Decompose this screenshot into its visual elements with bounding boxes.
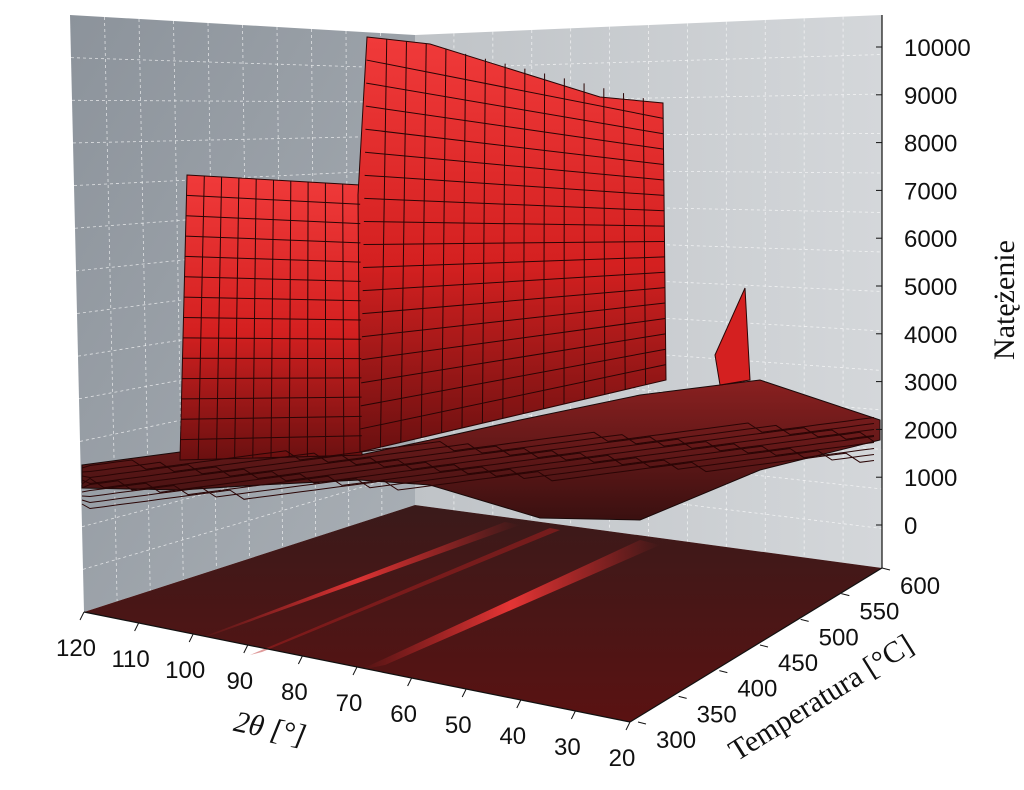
x-tick-label: 100 <box>165 657 205 684</box>
z-tick-label: 4000 <box>904 322 957 349</box>
y-tick-mark <box>679 696 687 698</box>
x-tick-mark <box>189 634 193 642</box>
x-tick-mark <box>626 722 630 730</box>
y-tick-mark <box>760 645 768 647</box>
z-axis: 0 1000 2000 3000 4000 5000 6000 7000 8000 9000 100… <box>876 15 971 568</box>
y-tick-label: 400 <box>737 676 777 703</box>
x-tick-mark <box>353 667 357 675</box>
y-tick-mark <box>638 722 646 724</box>
x-tick-mark <box>571 711 575 719</box>
y-tick-label: 300 <box>656 727 696 754</box>
x-tick-label: 50 <box>445 712 472 739</box>
x-tick-mark <box>80 612 84 620</box>
x-tick-mark <box>462 689 466 697</box>
z-tick-label: 2000 <box>904 417 957 444</box>
x-tick-label: 40 <box>499 723 526 750</box>
y-tick-mark <box>841 594 849 596</box>
z-axis-title: Natężenie <box>988 240 1021 360</box>
z-tick-label: 7000 <box>904 178 957 205</box>
y-tick-mark <box>719 671 727 673</box>
y-tick-label: 350 <box>697 701 737 728</box>
x-tick-label: 110 <box>111 646 149 673</box>
z-tick-label: 0 <box>904 513 917 540</box>
x-tick-label: 70 <box>336 690 363 717</box>
y-tick-label: 600 <box>900 573 940 600</box>
x-tick-mark <box>408 678 412 686</box>
z-tick-label: 10000 <box>904 35 971 62</box>
x-tick-label: 90 <box>226 668 253 695</box>
z-tick-label: 5000 <box>904 274 957 301</box>
x-tick-label: 80 <box>281 679 308 706</box>
x-tick-label: 60 <box>390 701 417 728</box>
x-tick-mark <box>135 623 139 631</box>
z-tick-label: 8000 <box>904 131 957 158</box>
z-tick-label: 9000 <box>904 83 957 110</box>
mesh-line <box>182 378 361 379</box>
x-axis-title: 2θ [°] <box>231 705 309 752</box>
x-tick-label: 120 <box>56 635 96 662</box>
x-tick-mark <box>517 700 521 708</box>
y-tick-label: 500 <box>819 624 859 651</box>
x-tick-label: 30 <box>554 734 581 761</box>
x-tick-label: 20 <box>609 745 636 772</box>
y-tick-mark <box>801 619 809 621</box>
x-tick-mark <box>244 645 248 653</box>
z-tick-label: 3000 <box>904 370 957 397</box>
y-tick-label: 450 <box>778 650 818 677</box>
z-tick-label: 6000 <box>904 226 957 253</box>
y-tick-mark <box>882 568 890 570</box>
z-tick-label: 1000 <box>904 465 957 492</box>
y-tick-label: 550 <box>859 599 899 626</box>
x-tick-mark <box>298 656 302 664</box>
